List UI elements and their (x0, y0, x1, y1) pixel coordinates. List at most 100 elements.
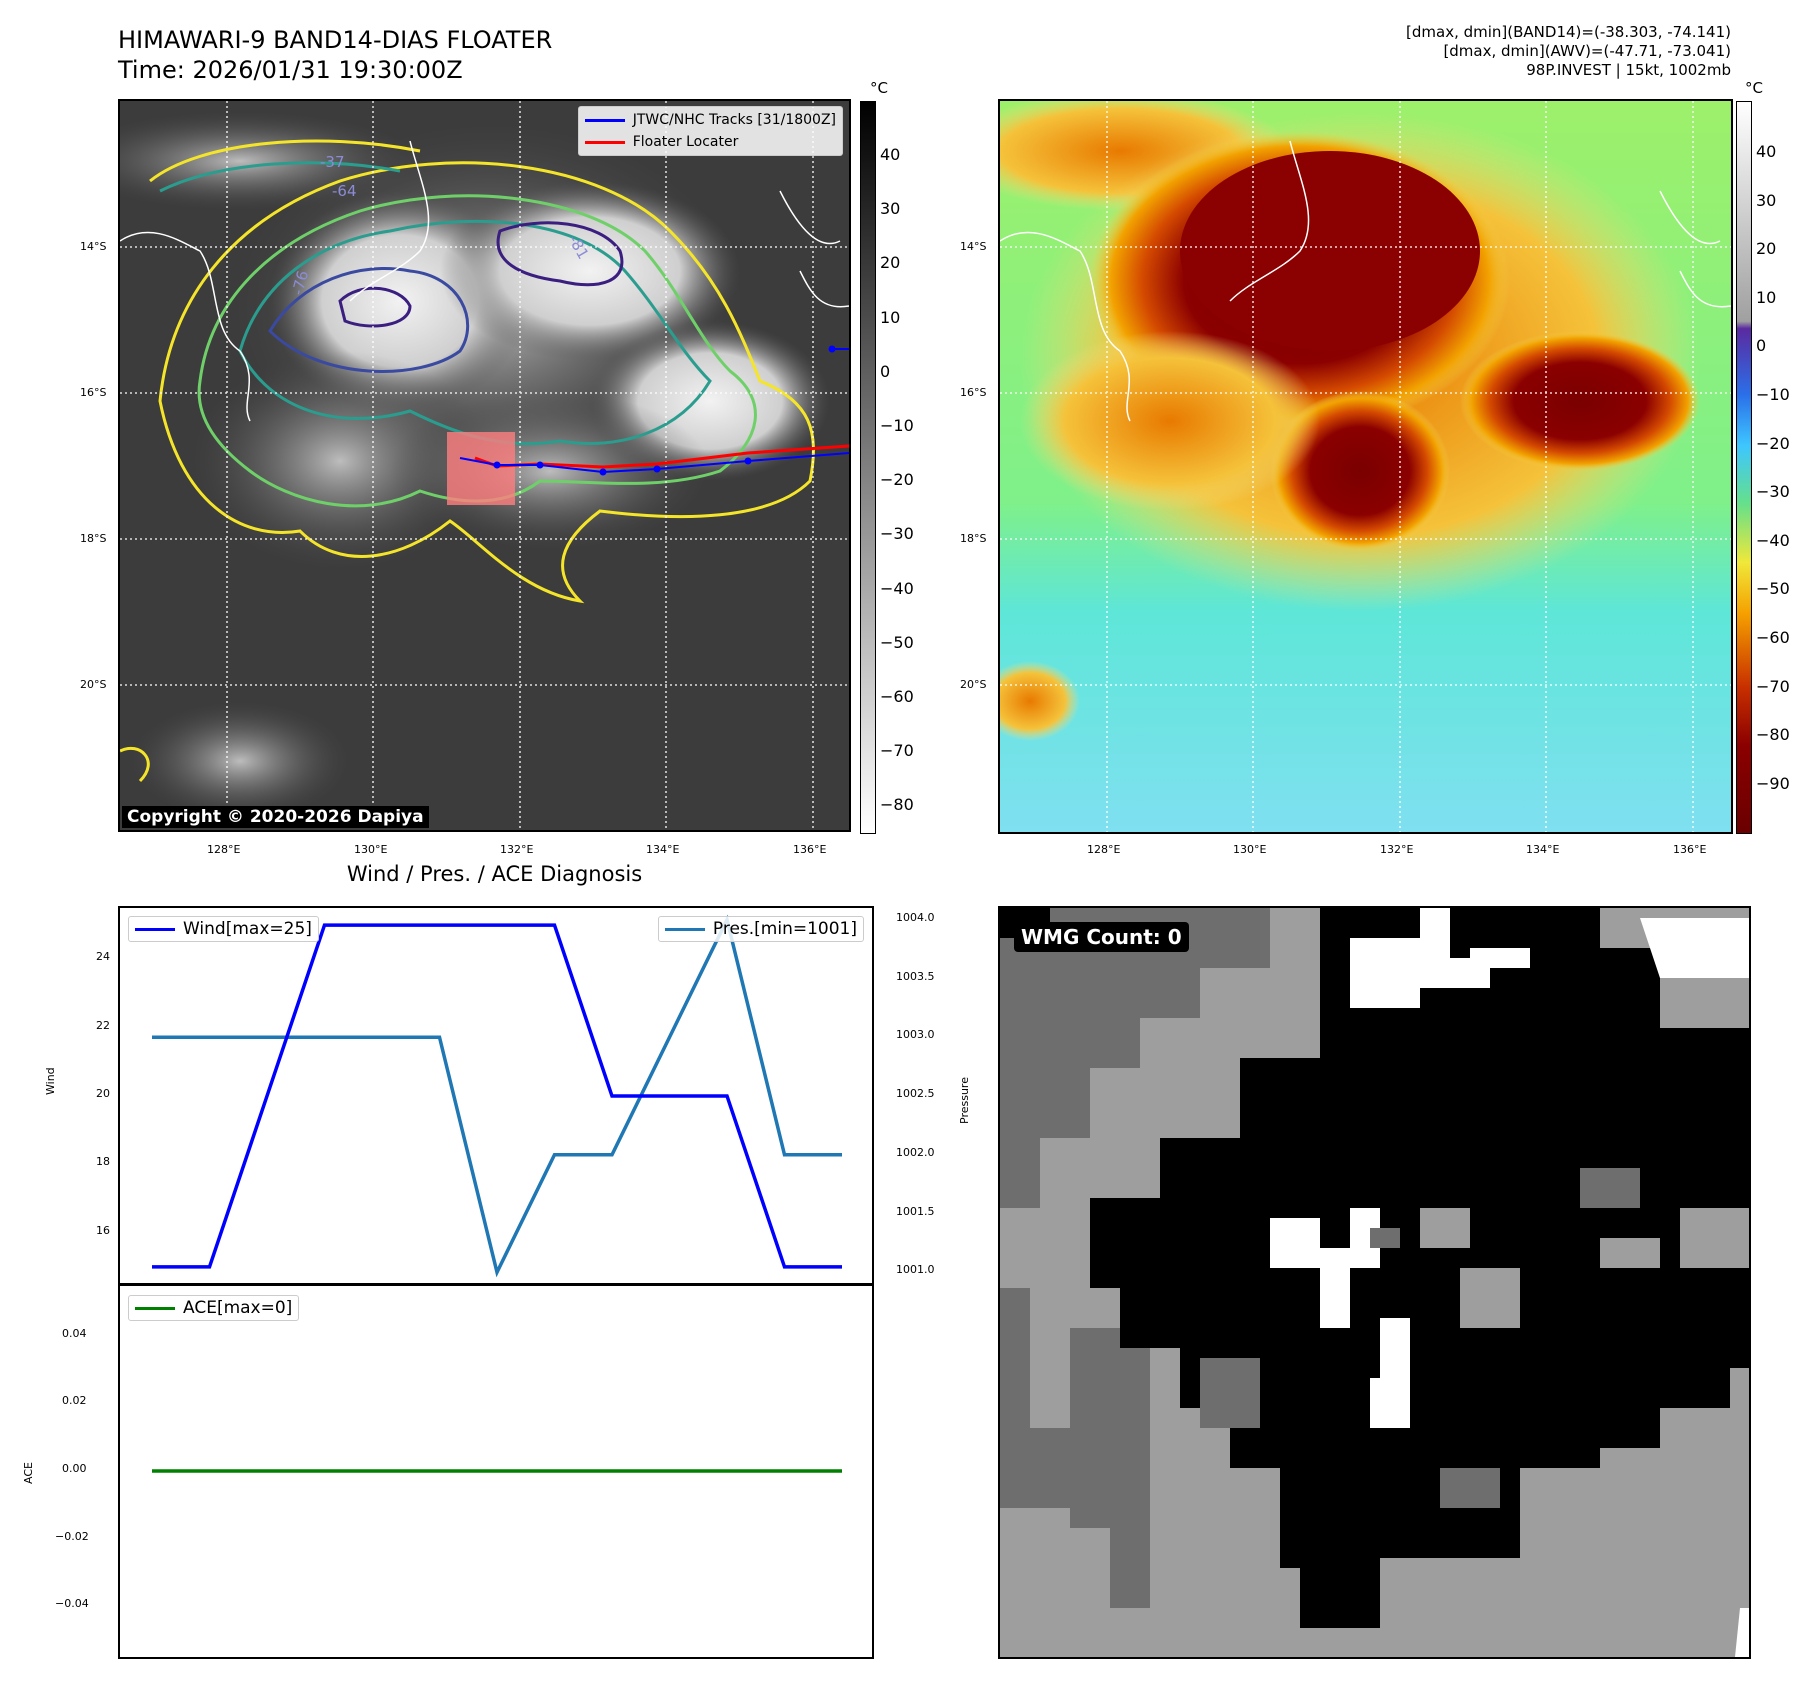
color-colorbar-tick: −20 (1756, 433, 1790, 453)
lon-tick: 132°E (1380, 843, 1414, 856)
gray-colorbar-tick: −70 (880, 741, 914, 761)
ace-legend-label: ACE[max=0] (183, 1298, 293, 1318)
lon-tick: 130°E (1233, 843, 1267, 856)
wind-legend: Wind[max=25] (128, 916, 319, 942)
contour-label: -37 (320, 153, 345, 171)
color-colorbar-tick: 40 (1756, 142, 1777, 161)
lon-tick: 128°E (207, 843, 241, 856)
wind-axis-label: Wind (44, 1067, 57, 1095)
pressure-legend-label: Pres.[min=1001] (712, 919, 857, 939)
ace-tick: −0.04 (55, 1597, 89, 1611)
gray-colorbar-tick: −30 (880, 524, 914, 544)
color-colorbar-tick: 20 (1756, 239, 1777, 259)
lat-tick: 20°S (960, 678, 987, 691)
pressure-tick: 1002.0 (896, 1145, 935, 1159)
lat-tick: 18°S (80, 532, 107, 545)
awv-range-info: [dmax, dmin](AWV)=(-47.71, -73.041) (1443, 42, 1731, 60)
gray-colorbar-tick: −60 (880, 687, 914, 706)
gray-colorbar-unit: °C (870, 79, 888, 97)
wind-pressure-panel: Wind[max=25] Pres.[min=1001] (118, 906, 874, 1286)
pressure-tick: 1004.0 (896, 910, 935, 924)
gray-colorbar-tick: 40 (880, 145, 901, 164)
color-ir-map-image (1000, 101, 1731, 832)
track-legend-swatch (584, 118, 625, 122)
lon-tick: 132°E (500, 843, 534, 856)
color-colorbar (1736, 101, 1752, 834)
lat-tick: 16°S (960, 386, 987, 399)
lat-tick: 20°S (80, 678, 107, 691)
color-colorbar-tick: −90 (1756, 773, 1790, 793)
ace-tick: 0.00 (62, 1462, 87, 1475)
color-colorbar-tick: −50 (1756, 579, 1790, 599)
wind-tick: 20 (96, 1087, 110, 1100)
track-legend-label: JTWC/NHC Tracks [31/1800Z] (632, 112, 836, 128)
wind-tick: 22 (96, 1018, 110, 1032)
color-colorbar-unit: °C (1745, 79, 1763, 97)
floater-locater-box (447, 432, 515, 505)
lat-tick: 16°S (80, 386, 107, 399)
lon-tick: 134°E (646, 843, 680, 856)
ace-axis-label: ACE (22, 1462, 35, 1484)
wind-tick: 24 (96, 950, 110, 964)
ace-legend: ACE[max=0] (128, 1295, 300, 1321)
color-colorbar-tick: −70 (1756, 676, 1790, 696)
pressure-series-line (152, 914, 842, 1278)
gray-colorbar-tick: −40 (880, 578, 914, 598)
pressure-tick: 1001.5 (896, 1204, 935, 1218)
pressure-tick: 1001.0 (896, 1263, 935, 1277)
wind-series-line (152, 923, 842, 1269)
ace-tick: −0.02 (55, 1529, 89, 1543)
ace-tick: 0.04 (62, 1326, 87, 1340)
lon-tick: 128°E (1087, 843, 1121, 856)
wmg-mask-image (1000, 908, 1749, 1657)
storm-info: 98P.INVEST | 15kt, 1002mb (1526, 61, 1731, 79)
lon-tick: 136°E (793, 843, 827, 856)
locater-legend-label: Floater Locater (632, 134, 739, 150)
ir-map-gridlines: -37 -64 -76 -81 (120, 101, 849, 830)
lat-tick: 18°S (960, 532, 987, 545)
band14-range-info: [dmax, dmin](BAND14)=(-38.303, -74.141) (1406, 23, 1731, 41)
copyright-notice: Copyright © 2020-2026 Dapiya (122, 806, 429, 828)
pressure-tick: 1003.5 (896, 969, 935, 983)
gray-colorbar-tick: 10 (880, 307, 901, 327)
wind-legend-swatch (135, 927, 175, 931)
color-colorbar-tick: −10 (1756, 385, 1790, 404)
pressure-legend-swatch (664, 927, 705, 931)
color-colorbar-tick: −60 (1756, 628, 1790, 647)
contour-label: -76 (288, 269, 312, 297)
wind-tick: 18 (96, 1155, 110, 1169)
chart-title: HIMAWARI-9 BAND14-DIAS FLOATER (118, 26, 553, 54)
color-colorbar-tick: 30 (1756, 190, 1777, 210)
chart-time: Time: 2026/01/31 19:30:00Z (118, 56, 463, 84)
pressure-legend: Pres.[min=1001] (657, 916, 864, 942)
color-colorbar-tick: −40 (1756, 530, 1790, 550)
gray-colorbar (860, 101, 876, 834)
color-colorbar-tick: 0 (1756, 336, 1767, 356)
ace-tick: 0.02 (62, 1394, 87, 1408)
color-colorbar-tick: −30 (1756, 482, 1790, 502)
map-legend: JTWC/NHC Tracks [31/1800Z] Floater Locat… (577, 106, 843, 156)
wmg-count-badge: WMG Count: 0 (1014, 922, 1189, 952)
gray-colorbar-tick: −20 (880, 470, 914, 490)
lat-tick: 14°S (960, 240, 987, 253)
diagnosis-title: Wind / Pres. / ACE Diagnosis (346, 862, 643, 886)
ir-map-image (120, 101, 849, 830)
gray-colorbar-tick: −10 (880, 416, 914, 435)
gray-colorbar-tick: 30 (880, 199, 901, 219)
color-ir-map-panel (998, 99, 1733, 834)
ace-panel: ACE[max=0] (118, 1283, 874, 1659)
wind-tick: 16 (96, 1223, 110, 1237)
color-colorbar-tick: 10 (1756, 287, 1777, 307)
lat-tick: 14°S (80, 240, 107, 253)
lon-tick: 134°E (1526, 843, 1560, 856)
gray-colorbar-tick: 0 (880, 361, 891, 381)
pressure-tick: 1002.5 (896, 1087, 935, 1100)
pressure-axis-label: Pressure (958, 1077, 971, 1124)
ir-map-panel: -37 -64 -76 -81 JTWC/NHC Tracks [31/1800… (118, 99, 851, 832)
contour-label: -81 (565, 232, 593, 262)
contour-label: -64 (332, 182, 357, 200)
gray-colorbar-tick: −80 (880, 795, 914, 815)
wmg-panel: WMG Count: 0 (998, 906, 1751, 1659)
color-colorbar-tick: −80 (1756, 725, 1790, 745)
pressure-tick: 1003.0 (896, 1028, 935, 1042)
